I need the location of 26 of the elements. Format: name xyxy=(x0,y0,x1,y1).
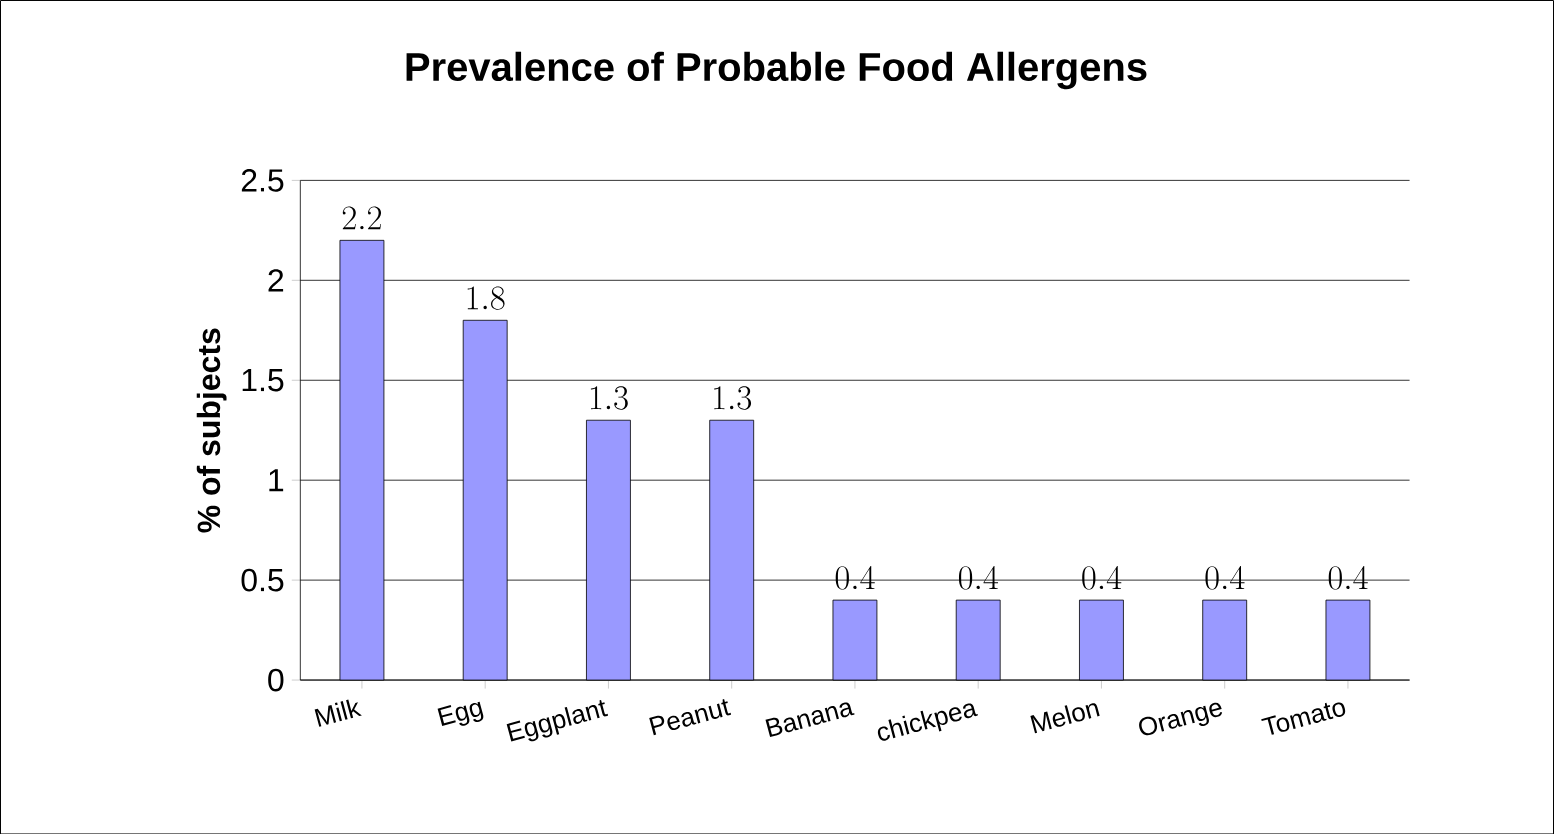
x-tick-label: Tomato xyxy=(1261,702,1346,735)
x-tick-label: chickpea xyxy=(877,703,979,741)
x-tick-label: Banana xyxy=(765,702,855,737)
data-label: 1 .8 xyxy=(467,286,505,310)
y-tick-label: 1 xyxy=(269,468,284,491)
x-tick-label: Milk xyxy=(314,699,362,727)
x-tick-label: Peanut xyxy=(649,698,732,736)
y-tick-label: 2.5 xyxy=(241,168,284,192)
data-label: 0.4 xyxy=(1082,565,1122,590)
data-label: 2.2 xyxy=(342,206,382,230)
data-label: 1 .3 xyxy=(714,386,752,410)
x-tick-label: Melon xyxy=(1030,703,1100,733)
x-tick-label: Eggplant xyxy=(506,699,609,742)
y-tick-label: 1.5 xyxy=(242,368,284,392)
x-tick-label: Egg xyxy=(437,701,484,726)
chart-title: Prevalence of Probable Food Allergens xyxy=(406,51,1147,89)
data-label: 1 .3 xyxy=(590,386,628,410)
y-axis-title: % of subjects xyxy=(196,328,227,533)
data-label: 0.4 xyxy=(958,565,999,590)
x-tick-label: Orange xyxy=(1139,702,1223,736)
data-label: 0.4 xyxy=(835,565,875,590)
data-label: 0.4 xyxy=(1328,565,1368,590)
data-label: 0.4 xyxy=(1205,565,1245,590)
y-tick-label: 0.5 xyxy=(241,568,284,592)
y-tick-label: 2 xyxy=(268,268,284,292)
y-tick-label: 0 xyxy=(268,668,284,692)
